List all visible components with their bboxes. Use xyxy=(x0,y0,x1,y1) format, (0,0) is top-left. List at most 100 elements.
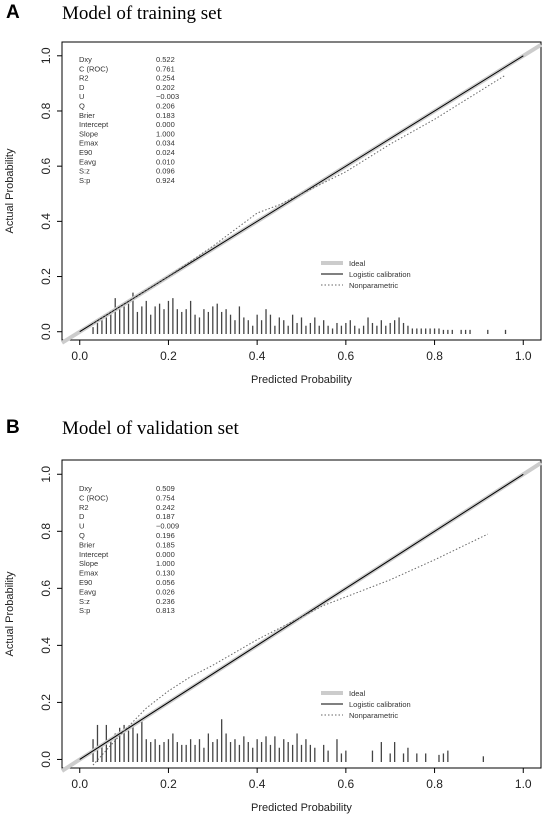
stat-value: −0.003 xyxy=(156,92,179,101)
x-tick-label: 0.8 xyxy=(426,777,443,791)
stat-value: 0.026 xyxy=(156,587,175,596)
y-tick-label: 0.8 xyxy=(39,102,53,119)
stat-value: 0.024 xyxy=(156,148,175,157)
x-tick-label: 0.6 xyxy=(338,349,355,363)
stat-value: 0.183 xyxy=(156,111,175,120)
stat-value: 0.242 xyxy=(156,503,175,512)
stat-value: 0.813 xyxy=(156,606,175,615)
stat-value: −0.009 xyxy=(156,522,179,531)
stat-value: 0.000 xyxy=(156,120,175,129)
stat-name: E90 xyxy=(79,578,92,587)
plot-frame xyxy=(61,459,542,769)
legend-label: Ideal xyxy=(349,689,366,698)
plot-frame xyxy=(61,41,542,341)
x-tick-label: 0.4 xyxy=(249,349,266,363)
stat-value: 0.522 xyxy=(156,55,175,64)
calibration-panel-a: A Model of training set 0.0 0.2 0.4 0.6 0.8 1… xyxy=(4,2,543,386)
y-tick-label: 0.0 xyxy=(39,751,53,768)
y-tick-label: 0.6 xyxy=(39,580,53,597)
x-tick-label: 0.8 xyxy=(426,349,443,363)
legend-label: Ideal xyxy=(349,259,366,268)
calibration-plot-a: 0.0 0.2 0.4 0.6 0.8 1.0 0.0 0.2 0.4 0.6 0.8 1.0 Pred… xyxy=(4,41,543,386)
calibration-plot-b: 0.0 0.2 0.4 0.6 0.8 1.0 0.0 0.2 0.4 0.6 0.8 1.0 Pred… xyxy=(4,459,543,814)
legend-label: Nonparametric xyxy=(349,711,398,720)
x-tick-label: 1.0 xyxy=(515,349,532,363)
x-axis-label: Predicted Probability xyxy=(251,802,352,814)
y-tick-label: 0.0 xyxy=(39,323,53,340)
stat-name: C (ROC) xyxy=(79,493,109,502)
stat-name: D xyxy=(79,83,85,92)
y-tick-label: 0.2 xyxy=(39,694,53,711)
y-tick-label: 0.4 xyxy=(39,213,53,230)
series-line xyxy=(92,74,506,324)
stat-name: Q xyxy=(79,531,85,540)
chart-title: Model of training set xyxy=(62,3,222,24)
calibration-panel-b: B Model of validation set 0.0 0.2 0.4 0.6 0.… xyxy=(0,415,546,830)
x-tick-label: 0.2 xyxy=(160,777,177,791)
stat-name: Brier xyxy=(79,540,95,549)
stat-value: 1.000 xyxy=(156,129,175,138)
x-tick-label: 0.4 xyxy=(249,777,266,791)
stat-value: 0.206 xyxy=(156,102,175,111)
legend-label: Nonparametric xyxy=(349,281,398,290)
stat-name: Dxy xyxy=(79,55,92,64)
series-line xyxy=(79,473,524,760)
stat-value: 0.509 xyxy=(156,484,175,493)
stat-name: Intercept xyxy=(79,550,109,559)
stat-value: 0.034 xyxy=(156,139,175,148)
stat-value: 0.010 xyxy=(156,157,175,166)
x-tick-label: 0.2 xyxy=(160,349,177,363)
stat-name: S:z xyxy=(79,167,90,176)
stat-value: 0.196 xyxy=(156,531,175,540)
stat-value: 0.185 xyxy=(156,540,175,549)
y-tick-label: 0.6 xyxy=(39,158,53,175)
x-axis-label: Predicted Probability xyxy=(251,374,352,386)
stat-name: Eavg xyxy=(79,587,96,596)
y-tick-label: 0.2 xyxy=(39,268,53,285)
stat-name: C (ROC) xyxy=(79,64,109,73)
stat-name: S:p xyxy=(79,176,90,185)
x-tick-label: 0.0 xyxy=(71,349,88,363)
stat-value: 0.096 xyxy=(156,167,175,176)
y-axis-label: Actual Probability xyxy=(4,571,16,656)
stat-name: D xyxy=(79,512,85,521)
stat-value: 0.000 xyxy=(156,550,175,559)
y-tick-label: 1.0 xyxy=(39,47,53,64)
stat-name: S:p xyxy=(79,606,90,615)
stat-value: 0.761 xyxy=(156,64,175,73)
stat-value: 0.754 xyxy=(156,493,175,502)
y-tick-label: 1.0 xyxy=(39,466,53,483)
series-line xyxy=(92,533,489,766)
stat-name: R2 xyxy=(79,503,89,512)
panel-letter: A xyxy=(6,2,20,23)
stat-name: U xyxy=(79,92,84,101)
stat-value: 0.202 xyxy=(156,83,175,92)
stat-name: Q xyxy=(79,102,85,111)
stat-value: 0.130 xyxy=(156,569,175,578)
x-tick-label: 1.0 xyxy=(515,777,532,791)
chart-title: Model of validation set xyxy=(62,418,239,439)
stat-value: 1.000 xyxy=(156,559,175,568)
stat-name: Slope xyxy=(79,559,98,568)
stat-name: E90 xyxy=(79,148,92,157)
stat-name: U xyxy=(79,522,84,531)
legend-label: Logistic calibration xyxy=(349,270,411,279)
stat-name: Dxy xyxy=(79,484,92,493)
stat-name: Brier xyxy=(79,111,95,120)
stat-value: 0.187 xyxy=(156,512,175,521)
stat-name: Emax xyxy=(79,569,98,578)
stat-name: Intercept xyxy=(79,120,109,129)
y-tick-label: 0.8 xyxy=(39,523,53,540)
legend-label: Logistic calibration xyxy=(349,700,411,709)
stat-name: Eavg xyxy=(79,157,96,166)
stat-value: 0.924 xyxy=(156,176,175,185)
stat-value: 0.254 xyxy=(156,74,175,83)
x-tick-label: 0.0 xyxy=(71,777,88,791)
x-tick-label: 0.6 xyxy=(338,777,355,791)
stat-name: S:z xyxy=(79,597,90,606)
stat-name: R2 xyxy=(79,74,89,83)
stat-value: 0.056 xyxy=(156,578,175,587)
stat-value: 0.236 xyxy=(156,597,175,606)
stat-name: Slope xyxy=(79,129,98,138)
stat-name: Emax xyxy=(79,139,98,148)
